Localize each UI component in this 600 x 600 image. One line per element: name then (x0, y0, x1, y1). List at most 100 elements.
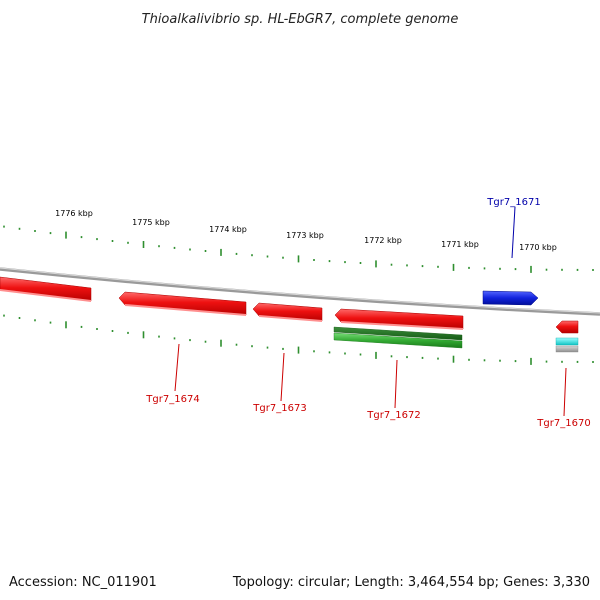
inner-minor-tick (173, 337, 176, 340)
inner-minor-tick (328, 351, 331, 354)
inner-minor-tick (344, 352, 346, 355)
inner-minor-tick (576, 360, 579, 363)
inner-minor-tick (18, 317, 21, 319)
outer-minor-tick (592, 269, 594, 271)
inner-minor-tick (406, 356, 408, 359)
outer-minor-tick (235, 252, 238, 255)
inner-major-tick (530, 357, 532, 365)
inner-minor-tick (158, 335, 160, 338)
inner-minor-tick (545, 360, 548, 363)
inner-major-tick (297, 346, 300, 354)
outer-minor-tick (576, 268, 579, 271)
inner-minor-tick (49, 321, 52, 324)
inner-major-tick (65, 321, 67, 329)
gene-tgr7-1671[interactable] (482, 290, 539, 306)
outer-minor-tick (204, 250, 207, 252)
outer-major-tick (297, 255, 300, 263)
outer-major-tick (452, 263, 455, 271)
outer-minor-tick (80, 236, 83, 239)
gene-tgr7-1672[interactable] (334, 308, 464, 330)
gene-tgr7-1673[interactable] (252, 302, 323, 322)
inner-minor-tick (514, 360, 517, 363)
outer-minor-tick (49, 232, 52, 235)
gene-tgr7-1674[interactable] (0, 276, 92, 302)
inner-minor-tick (3, 314, 5, 317)
outer-major-tick (375, 260, 377, 268)
outer-major-tick (530, 265, 532, 273)
kbp-label-1774: 1774 kbp (209, 225, 247, 234)
gene-label-tgr7-1672[interactable]: Tgr7_1672 (366, 410, 420, 421)
inner-minor-tick (111, 330, 114, 332)
inner-minor-tick (80, 325, 83, 328)
outer-minor-tick (359, 262, 362, 264)
kbp-label-1776: 1776 kbp (55, 209, 93, 218)
outer-major-tick (142, 241, 145, 248)
kbp-label-1770: 1770 kbp (519, 243, 557, 252)
inner-minor-tick (421, 356, 424, 359)
gene-label-tgr7-1674[interactable]: Tgr7_1674 (145, 394, 199, 405)
inner-minor-tick (34, 319, 36, 322)
leader-line-tgr7-1671 (511, 206, 516, 259)
gene-label-tgr7-1670[interactable]: Tgr7_1670 (536, 418, 590, 429)
inner-minor-tick (468, 358, 470, 361)
inner-major-tick (142, 331, 145, 339)
leader-line-tgr7-1670 (563, 367, 567, 417)
inner-minor-tick (390, 355, 393, 358)
outer-major-tick (220, 248, 222, 256)
inner-minor-tick (592, 361, 594, 363)
outer-minor-tick (127, 241, 129, 244)
inner-major-tick (452, 355, 455, 363)
gene-tgr7-1674b[interactable] (118, 291, 247, 316)
genome-summary-text: Topology: circular; Length: 3,464,554 bp… (232, 575, 590, 590)
genome-title: Thioalkalivibrio sp. HL-EbGR7, complete … (142, 12, 459, 27)
outer-minor-tick (251, 254, 253, 257)
outer-minor-tick (390, 263, 393, 266)
inner-minor-tick (483, 359, 486, 362)
gene-label-tgr7-1671[interactable]: Tgr7_1671 (486, 197, 540, 208)
leader-line-tgr7-1674 (174, 343, 180, 392)
outer-minor-tick (173, 246, 176, 249)
outer-minor-tick (18, 227, 21, 230)
outer-major-tick (65, 231, 67, 239)
outer-minor-tick (483, 267, 486, 270)
inner-minor-tick (266, 346, 269, 349)
inner-minor-tick (282, 347, 284, 350)
genome-backbone (0, 267, 600, 316)
outer-minor-tick (406, 264, 408, 267)
outer-minor-tick (111, 240, 114, 242)
outer-minor-tick (344, 261, 346, 264)
inner-minor-tick (204, 340, 207, 343)
outer-minor-tick (561, 268, 563, 271)
inner-minor-tick (437, 357, 439, 360)
inner-minor-tick (561, 360, 563, 363)
outer-minor-tick (282, 256, 284, 259)
inner-major-tick (375, 351, 377, 359)
gene-feature-cyan[interactable] (555, 337, 579, 346)
leader-line-tgr7-1673 (280, 352, 285, 402)
outer-minor-tick (468, 266, 470, 269)
gene-feature-green[interactable] (333, 326, 463, 349)
outer-minor-tick (328, 260, 331, 263)
inner-minor-tick (359, 353, 362, 356)
kbp-label-1773: 1773 kbp (286, 231, 324, 240)
gene-feature-gray[interactable] (555, 345, 579, 353)
inner-minor-tick (251, 345, 253, 348)
outer-minor-tick (158, 245, 160, 248)
outer-minor-tick (545, 268, 548, 271)
inner-minor-tick (235, 343, 238, 346)
kbp-label-1775: 1775 kbp (132, 218, 170, 227)
outer-minor-tick (437, 265, 439, 268)
inner-major-tick (220, 339, 222, 347)
inner-tick-marks (3, 314, 594, 365)
outer-minor-tick (266, 255, 269, 258)
kbp-label-1772: 1772 kbp (364, 236, 402, 245)
outer-minor-tick (3, 225, 5, 228)
outer-minor-tick (421, 265, 424, 268)
gene-tgr7-1670[interactable] (555, 320, 579, 334)
kbp-label-1771: 1771 kbp (441, 240, 479, 249)
inner-minor-tick (499, 359, 501, 362)
outer-minor-tick (313, 259, 315, 261)
gene-label-tgr7-1673[interactable]: Tgr7_1673 (252, 403, 306, 414)
inner-minor-tick (189, 339, 191, 342)
